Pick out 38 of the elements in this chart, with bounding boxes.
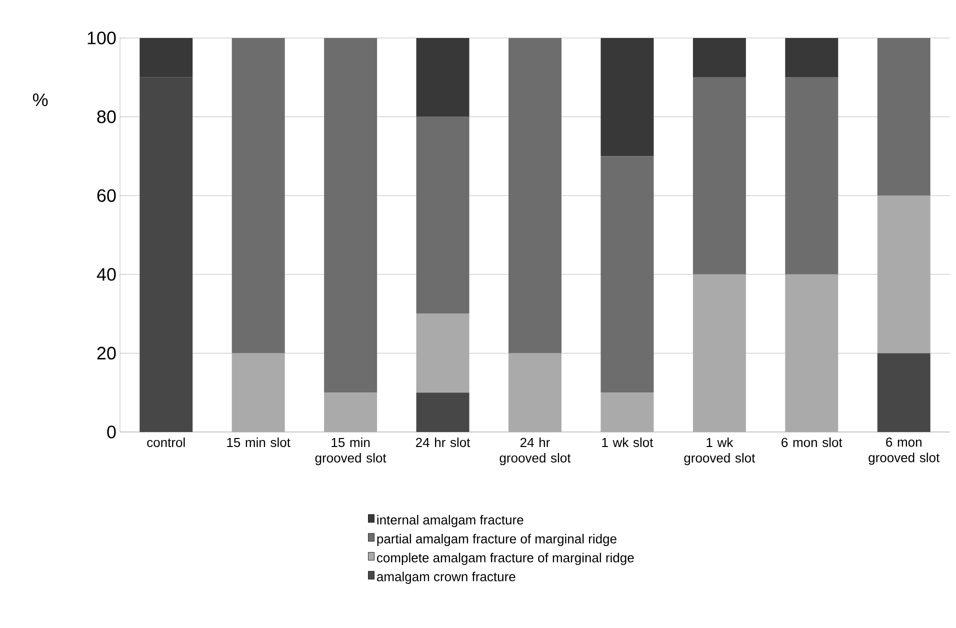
y-tick-label: 60 (97, 189, 116, 202)
x-tick-label: control (147, 438, 185, 448)
bar (785, 77, 838, 274)
y-tick-label: 40 (96, 268, 116, 281)
x-tick-label: 15 min grooved slot (315, 438, 386, 466)
legend-label: partial amalgam fracture of marginal ridge (377, 534, 616, 546)
y-tick-label: 100 (88, 32, 116, 44)
x-tick-label: 24 hr slot (416, 438, 470, 448)
bar (600, 38, 654, 156)
x-tick-label: 6 mon grooved slot (868, 438, 940, 465)
bar (877, 353, 930, 432)
legend-label: amalgam crown fracture (377, 572, 516, 584)
bar (140, 77, 193, 432)
bar (877, 38, 930, 196)
bar (232, 38, 285, 354)
bar (140, 38, 193, 78)
bar (324, 38, 378, 393)
bar (785, 38, 838, 78)
legend-label: complete amalgam fracture of marginal ridge (377, 552, 634, 565)
legend-label: internal amalgam fracture (377, 514, 524, 528)
y-axis-title: % (32, 94, 48, 106)
bar (600, 156, 654, 393)
y-tick-label: 20 (97, 346, 116, 360)
x-tick-label: 15 min slot (227, 438, 290, 448)
bar (877, 196, 930, 354)
y-tick-label: 80 (97, 110, 116, 124)
x-tick-label: 24 hr grooved slot (500, 438, 571, 466)
x-tick-label: 6 mon slot (782, 438, 842, 448)
x-tick-label: 1 wk slot (602, 438, 654, 448)
bar (416, 116, 470, 314)
bar (416, 392, 470, 432)
bar (692, 77, 746, 274)
y-tick-label: 0 (107, 426, 116, 438)
bar (508, 38, 562, 354)
bar (416, 314, 470, 393)
bar (416, 38, 470, 117)
bar (692, 38, 746, 78)
x-tick-label: 1 wk grooved slot (684, 438, 756, 466)
